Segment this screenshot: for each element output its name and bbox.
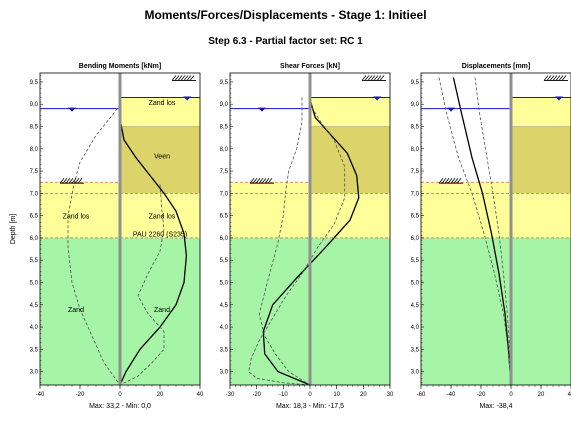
y-tick-label: 8,5 (30, 124, 39, 130)
soil-layer-left (421, 182, 511, 193)
y-tick-label: 5,0 (220, 280, 229, 286)
x-tick-label: 30 (387, 392, 394, 398)
x-tick-label: -20 (76, 392, 85, 398)
y-tick-label: 7,0 (411, 191, 420, 197)
soil-label: Zand los (149, 214, 176, 221)
panel-title: Bending Moments [kNm] (79, 63, 161, 70)
y-tick-label: 9,0 (220, 102, 229, 108)
y-tick-label: 3,5 (411, 347, 420, 353)
y-tick-label: 9,0 (411, 102, 420, 108)
x-tick-label: -40 (36, 392, 45, 398)
soil-layer-left (421, 193, 511, 238)
y-tick-label: 6,0 (220, 236, 229, 242)
panel-title: Displacements [mm] (462, 63, 530, 70)
panel-footer: Max: 18,3 - Min: -17,5 (276, 403, 344, 410)
y-tick-label: 3,5 (220, 347, 229, 353)
soil-label: Veen (154, 153, 170, 160)
y-tick-label: 5,0 (30, 280, 39, 286)
y-tick-label: 6,5 (30, 214, 39, 220)
y-tick-label: 6,0 (30, 236, 39, 242)
panel-footer: Max: -38,4 (479, 403, 512, 410)
panel-plot-area (421, 73, 571, 385)
soil-label: Zand los (149, 100, 176, 107)
x-tick-label: 40 (568, 392, 571, 398)
y-tick-label: 6,5 (220, 214, 229, 220)
soil-label: Zand (154, 307, 170, 314)
y-tick-label: 4,5 (30, 303, 39, 309)
x-tick-label: -20 (477, 392, 486, 398)
soil-layer-right (511, 126, 571, 193)
soil-layer-right (310, 238, 390, 385)
soil-layer-right (310, 193, 390, 238)
y-tick-label: 7,5 (30, 169, 39, 175)
y-tick-label: 4,5 (411, 303, 420, 309)
soil-layer-left (230, 182, 310, 193)
x-tick-label: 10 (333, 392, 340, 398)
soil-layer-left (230, 193, 310, 238)
x-tick-label: 0 (308, 392, 312, 398)
y-tick-label: 8,0 (30, 147, 39, 153)
panel-plot-area (40, 73, 200, 385)
y-tick-label: 8,0 (220, 147, 229, 153)
water-marker-left (447, 108, 455, 112)
y-tick-label: 9,5 (411, 80, 420, 86)
water-marker-left (258, 108, 266, 112)
soil-layer-right (511, 98, 571, 127)
x-tick-label: 40 (197, 392, 204, 398)
y-tick-label: 7,5 (411, 169, 420, 175)
x-tick-label: -30 (226, 392, 235, 398)
y-tick-label: 3,0 (30, 370, 39, 376)
soil-label: Zand (68, 307, 84, 314)
y-tick-label: 3,0 (220, 370, 229, 376)
sheet-pile-wall (119, 73, 122, 385)
soil-layer-right (511, 193, 571, 238)
y-tick-label: 5,0 (411, 280, 420, 286)
y-tick-label: 5,5 (30, 258, 39, 264)
y-tick-label: 9,0 (30, 102, 39, 108)
x-tick-label: -60 (417, 392, 426, 398)
sheet-pile-wall (510, 73, 513, 385)
water-marker-left (68, 108, 76, 112)
y-tick-label: 8,5 (220, 124, 229, 130)
sheet-pile-wall (309, 73, 312, 385)
panel-title: Shear Forces [kN] (280, 63, 340, 70)
x-tick-label: 0 (509, 392, 513, 398)
y-tick-label: 4,0 (220, 325, 229, 331)
soil-layer-right (310, 98, 390, 127)
soil-label: Zand los (63, 214, 90, 221)
x-tick-label: -20 (252, 392, 261, 398)
soil-layer-left (421, 238, 511, 385)
x-tick-label: -40 (447, 392, 456, 398)
y-tick-label: 7,5 (220, 169, 229, 175)
y-axis-label: Depth [m] (10, 214, 17, 244)
y-tick-label: 9,5 (30, 80, 39, 86)
y-tick-label: 9,5 (220, 80, 229, 86)
y-tick-label: 8,5 (411, 124, 420, 130)
panel-plot-area (230, 73, 390, 385)
y-tick-label: 6,0 (411, 236, 420, 242)
y-tick-label: 6,5 (411, 214, 420, 220)
soil-layer-right (511, 238, 571, 385)
x-tick-label: 20 (538, 392, 545, 398)
y-tick-label: 4,5 (220, 303, 229, 309)
y-tick-label: 4,0 (30, 325, 39, 331)
y-tick-label: 3,0 (411, 370, 420, 376)
y-tick-label: 5,5 (411, 258, 420, 264)
wall-label: PAU 2260 (S235) (133, 231, 187, 238)
y-tick-label: 5,5 (220, 258, 229, 264)
y-tick-label: 4,0 (411, 325, 420, 331)
x-tick-label: 20 (157, 392, 164, 398)
x-tick-label: 20 (360, 392, 367, 398)
y-tick-label: 7,0 (220, 191, 229, 197)
x-tick-label: 0 (118, 392, 122, 398)
x-tick-label: -10 (279, 392, 288, 398)
y-tick-label: 3,5 (30, 347, 39, 353)
y-tick-label: 8,0 (411, 147, 420, 153)
y-tick-label: 7,0 (30, 191, 39, 197)
soil-layer-left (40, 182, 120, 193)
panel-footer: Max: 33,2 - Min: 0,0 (89, 403, 151, 410)
